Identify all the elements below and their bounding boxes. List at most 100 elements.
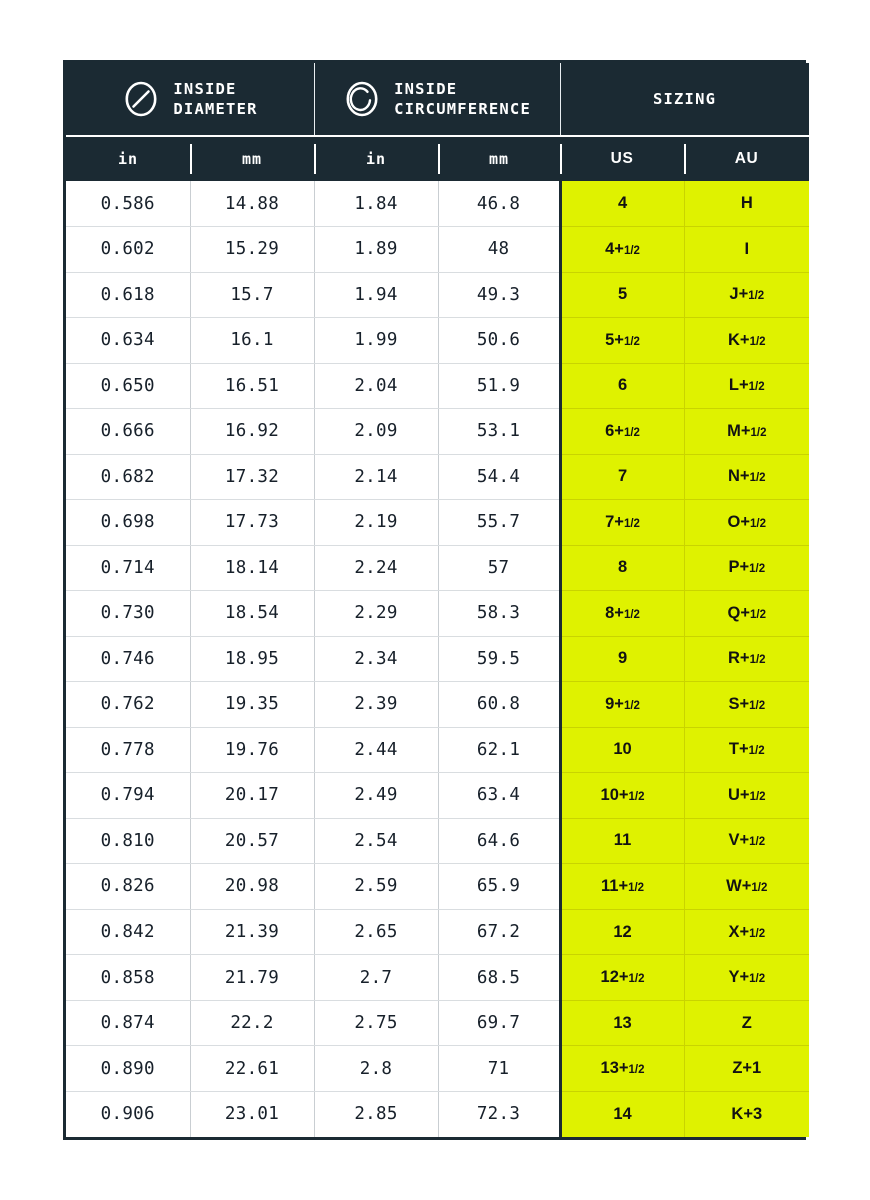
cell-circumference_mm: 63.4 <box>438 772 562 819</box>
size-au-main: U <box>728 785 740 804</box>
size-au-half: 1/2 <box>748 381 765 394</box>
cell-diameter_mm: 16.92 <box>190 408 315 455</box>
cell-diameter_in: 0.890 <box>66 1045 191 1092</box>
cell-diameter_mm: 20.17 <box>190 772 315 819</box>
size-us-half: 1/2 <box>623 608 640 621</box>
size-us-plus: + <box>614 512 624 531</box>
column-header-circumference-mm-label: mm <box>488 150 510 168</box>
cell-circumference_mm: 51.9 <box>438 363 562 410</box>
cell-circumference_in: 1.84 <box>314 181 439 228</box>
table-row: 0.618 15.7 1.94 49.3 5 J+1/2 <box>66 272 810 319</box>
group-header-inside-circumference-label: INSIDE CIRCUMFERENCE <box>394 79 531 118</box>
cell-diameter_in: 0.906 <box>66 1091 191 1137</box>
column-header-circumference-mm: mm <box>438 135 561 181</box>
cell-size-us: 6+1/2 <box>560 408 685 455</box>
cell-diameter_mm: 23.01 <box>190 1091 315 1137</box>
cell-diameter_in: 0.586 <box>66 181 191 228</box>
size-us-half: 1/2 <box>623 699 640 712</box>
table-row: 0.810 20.57 2.54 64.6 11 V+1/2 <box>66 818 810 865</box>
size-au-main: W <box>726 876 742 895</box>
size-au-plus: + <box>738 285 749 304</box>
table-row: 0.826 20.98 2.59 65.9 11+1/2 W+1/2 <box>66 863 810 910</box>
size-us-main: 8 <box>605 603 615 622</box>
size-us-half: 1/2 <box>623 517 640 530</box>
cell-size-au: O+1/2 <box>684 499 810 546</box>
group-header-sizing: SIZING <box>560 63 810 136</box>
cell-size-us: 8+1/2 <box>560 590 685 637</box>
size-au-plus: + <box>739 831 750 850</box>
cell-diameter_mm: 18.95 <box>190 636 315 683</box>
size-us-main: 5 <box>617 285 628 304</box>
cell-circumference_mm: 58.3 <box>438 590 562 637</box>
size-us-main: 6 <box>605 421 615 440</box>
table-row: 0.762 19.35 2.39 60.8 9+1/2 S+1/2 <box>66 681 810 728</box>
cell-circumference_mm: 57 <box>438 545 562 592</box>
cell-diameter_mm: 17.32 <box>190 454 315 501</box>
cell-circumference_in: 2.44 <box>314 727 439 774</box>
cell-diameter_mm: 22.61 <box>190 1045 315 1092</box>
table-row: 0.666 16.92 2.09 53.1 6+1/2 M+1/2 <box>66 408 810 455</box>
size-us-main: 9 <box>617 649 628 668</box>
cell-diameter_in: 0.618 <box>66 272 191 319</box>
ring-size-table: INSIDE DIAMETER INSIDE CIRCUMFERENCE <box>66 63 810 1137</box>
size-au-main: Y <box>728 968 740 987</box>
table-row: 0.714 18.14 2.24 57 8 P+1/2 <box>66 545 810 592</box>
table-row: 0.586 14.88 1.84 46.8 4 H <box>66 181 810 228</box>
cell-diameter_mm: 16.51 <box>190 363 315 410</box>
cell-diameter_in: 0.602 <box>66 226 191 273</box>
cell-diameter_in: 0.746 <box>66 636 191 683</box>
cell-size-au: Y+1/2 <box>684 954 810 1001</box>
cell-diameter_mm: 22.2 <box>190 1000 315 1047</box>
size-au-half: 1/2 <box>749 973 766 986</box>
size-au-main: L <box>728 376 740 395</box>
size-au-plus: + <box>739 968 750 987</box>
cell-size-us: 9+1/2 <box>560 681 685 728</box>
column-header-circumference-in-label: in <box>365 150 387 168</box>
size-au-plus: + <box>739 785 750 804</box>
column-header-size-au-label: AU <box>734 150 759 167</box>
size-us-half: 1/2 <box>628 973 645 986</box>
size-au-half: 1/2 <box>749 927 766 940</box>
cell-size-au: Z+1 <box>684 1045 810 1092</box>
cell-size-au: M+1/2 <box>684 408 810 455</box>
size-au-main: Q <box>727 603 741 622</box>
cell-size-us: 10 <box>560 727 685 774</box>
size-au-main: I <box>744 239 750 258</box>
size-us-main: 9 <box>605 694 615 713</box>
size-us-plus: + <box>618 1059 629 1078</box>
cell-circumference_in: 2.54 <box>314 818 439 865</box>
cell-diameter_in: 0.650 <box>66 363 191 410</box>
column-header-diameter-in: in <box>66 135 190 181</box>
size-us-half: 1/2 <box>623 426 640 439</box>
table-row: 0.890 22.61 2.8 71 13+1/2 Z+1 <box>66 1045 810 1092</box>
size-us-plus: + <box>618 876 629 895</box>
size-au-plus: + <box>740 603 751 622</box>
cell-diameter_in: 0.810 <box>66 818 191 865</box>
cell-size-us: 6 <box>560 363 685 410</box>
group-header-row: INSIDE DIAMETER INSIDE CIRCUMFERENCE <box>66 63 810 136</box>
size-us-plus: + <box>614 603 624 622</box>
table-row: 0.650 16.51 2.04 51.9 6 L+1/2 <box>66 363 810 410</box>
size-au-plus: + <box>739 467 750 486</box>
size-us-plus: + <box>614 421 624 440</box>
cell-diameter_in: 0.682 <box>66 454 191 501</box>
cell-diameter_in: 0.842 <box>66 909 191 956</box>
cell-circumference_mm: 59.5 <box>438 636 562 683</box>
cell-circumference_in: 1.89 <box>314 226 439 273</box>
ring-size-chart: INSIDE DIAMETER INSIDE CIRCUMFERENCE <box>63 60 810 1140</box>
cell-diameter_mm: 21.79 <box>190 954 315 1001</box>
cell-size-us: 7 <box>560 454 685 501</box>
cell-circumference_mm: 60.8 <box>438 681 562 728</box>
size-us-plus: + <box>618 968 629 987</box>
size-au-plus: + <box>740 421 751 440</box>
cell-size-us: 12 <box>560 909 685 956</box>
cell-diameter_mm: 14.88 <box>190 181 315 228</box>
size-au-half: 1/2 <box>749 335 766 348</box>
cell-size-au: K+3 <box>684 1091 810 1137</box>
cell-diameter_in: 0.698 <box>66 499 191 546</box>
size-us-half: 1/2 <box>623 244 640 257</box>
size-au-main: Z <box>741 1013 752 1032</box>
table-row: 0.730 18.54 2.29 58.3 8+1/2 Q+1/2 <box>66 590 810 637</box>
cell-size-us: 5 <box>560 272 685 319</box>
cell-size-au: P+1/2 <box>684 545 810 592</box>
